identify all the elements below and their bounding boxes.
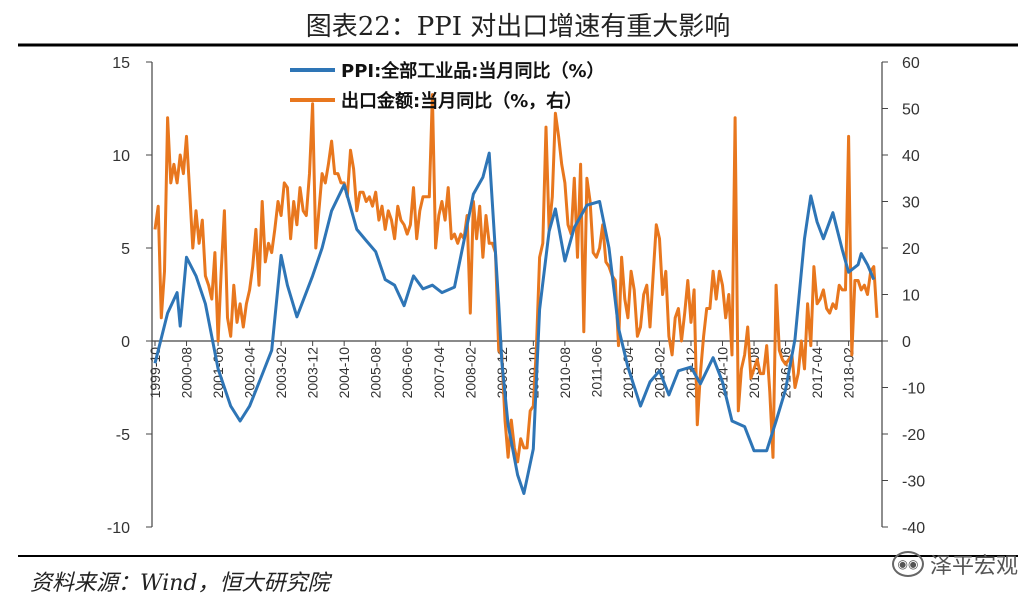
right-tick-label: 30 <box>902 195 920 212</box>
left-tick-label: 0 <box>121 334 130 351</box>
right-tick-label: 50 <box>902 102 920 119</box>
x-tick-label: 2000-08 <box>179 347 195 399</box>
watermark: ◉◉ 泽平宏观 <box>891 548 1018 580</box>
x-tick-label: 2006-06 <box>399 347 415 399</box>
chart-title: 图表22：PPI 对出口增速有重大影响 <box>305 12 731 42</box>
legend-label-export: 出口金额:当月同比（%，右） <box>341 90 582 112</box>
left-tick-label: -10 <box>107 520 130 537</box>
ppi-series-line <box>153 151 876 495</box>
export-series-line <box>153 93 879 464</box>
x-tick-label: 2017-04 <box>809 347 825 399</box>
x-tick-label: 2014-10 <box>715 347 731 399</box>
wechat-icon: ◉◉ <box>891 551 924 577</box>
axes: 151050-5-106050403020100-10-20-30-401999… <box>107 55 925 537</box>
series-layer <box>153 93 879 495</box>
source-note: 资料来源：Wind，恒大研究院 <box>30 571 330 596</box>
right-tick-label: 20 <box>902 241 920 258</box>
left-tick-label: 10 <box>112 148 130 165</box>
right-tick-label: 40 <box>902 148 920 165</box>
x-tick-label: 2008-02 <box>462 347 478 399</box>
right-tick-label: 10 <box>902 288 920 305</box>
legend: PPI:全部工业品:当月同比（%） 出口金额:当月同比（%，右） <box>290 60 605 112</box>
legend-label-ppi: PPI:全部工业品:当月同比（%） <box>341 60 605 82</box>
right-tick-label: 0 <box>902 334 911 351</box>
x-tick-label: 2005-08 <box>368 347 384 399</box>
x-tick-label: 2004-10 <box>336 347 352 399</box>
x-tick-label: 2002-04 <box>242 347 258 399</box>
x-tick-label: 1999-10 <box>147 347 163 399</box>
x-tick-label: 2011-06 <box>588 347 604 398</box>
watermark-text: 泽平宏观 <box>929 554 1018 579</box>
x-tick-label: 2003-02 <box>273 347 289 399</box>
x-tick-label: 2003-12 <box>305 347 321 399</box>
right-tick-label: -30 <box>902 474 925 491</box>
right-tick-label: -10 <box>902 381 925 398</box>
right-tick-label: -40 <box>902 520 925 537</box>
x-tick-label: 2010-08 <box>557 347 573 399</box>
left-tick-label: 15 <box>112 55 130 72</box>
left-tick-label: 5 <box>121 241 130 258</box>
x-tick-label: 2018-02 <box>841 347 857 399</box>
right-tick-label: 60 <box>902 55 920 72</box>
x-tick-label: 2007-04 <box>431 347 447 399</box>
x-tick-label: 2012-04 <box>620 347 636 399</box>
left-tick-label: -5 <box>116 427 130 444</box>
right-tick-label: -20 <box>902 427 925 444</box>
